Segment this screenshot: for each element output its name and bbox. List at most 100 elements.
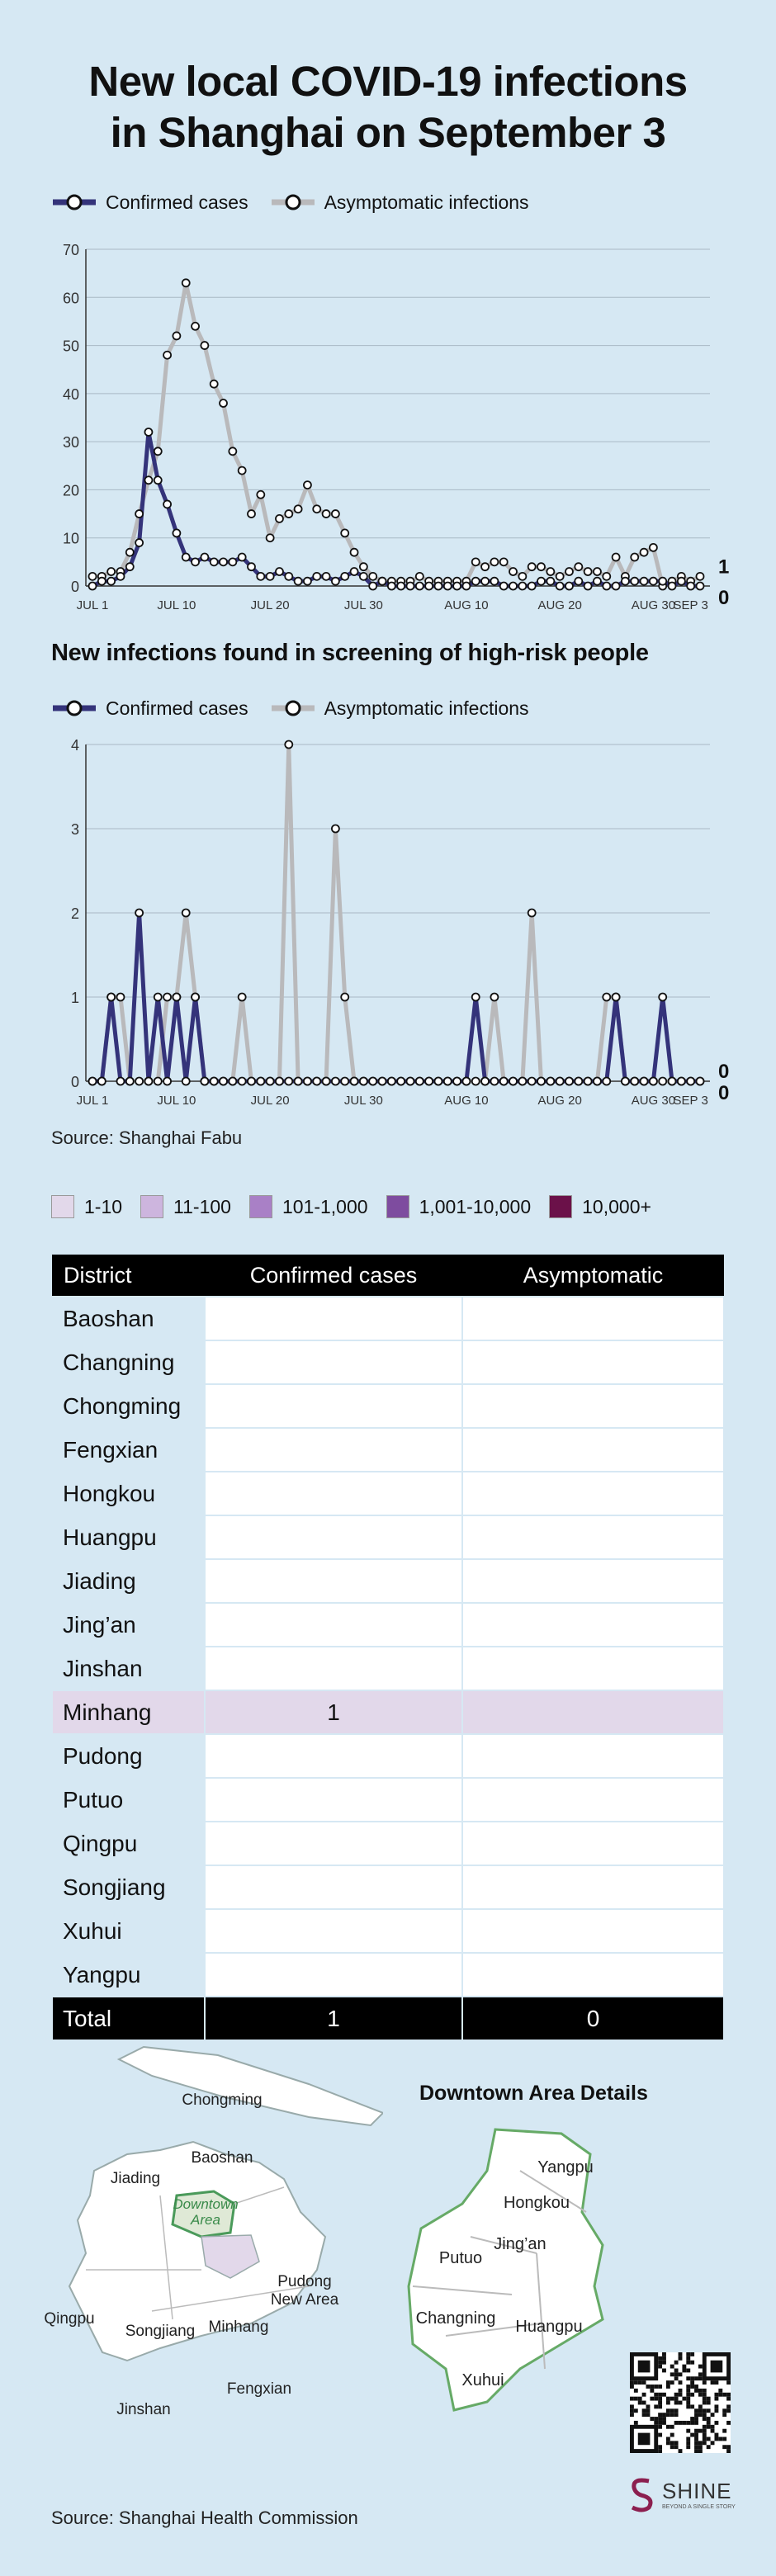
- asymptomatic-count: [461, 1558, 725, 1604]
- qr-module: [698, 2408, 703, 2413]
- asymptomatic-point: [153, 447, 163, 456]
- qr-module: [686, 2437, 691, 2441]
- confirmed-point: [237, 1076, 247, 1086]
- confirmed-point: [163, 1076, 172, 1086]
- table-row: Jing’an: [51, 1602, 725, 1647]
- x-tick-label: JUL 20: [251, 1094, 290, 1108]
- table-row: Jinshan: [51, 1646, 725, 1691]
- qr-module: [646, 2408, 651, 2413]
- y-tick-label: 10: [63, 531, 79, 547]
- confirmed-point: [293, 1076, 303, 1086]
- qr-module: [706, 2420, 711, 2425]
- qr-module: [690, 2432, 695, 2437]
- qr-module: [658, 2404, 663, 2409]
- qr-module: [690, 2360, 695, 2365]
- confirmed-point: [686, 1076, 696, 1086]
- confirmed-point: [490, 576, 499, 586]
- qr-module: [646, 2385, 651, 2389]
- qr-module: [706, 2408, 711, 2413]
- qr-module: [698, 2445, 703, 2450]
- confirmed-point: [639, 1076, 649, 1086]
- asymptomatic-point: [237, 466, 247, 475]
- confirmed-point: [555, 581, 565, 591]
- confirmed-point: [405, 581, 415, 591]
- asymptomatic-point: [256, 489, 266, 499]
- asymptomatic-point: [237, 992, 247, 1002]
- confirmed-point: [330, 1076, 340, 1086]
- asymptomatic-point: [349, 547, 359, 557]
- qr-module: [662, 2417, 666, 2421]
- end-label-asymptomatic: 0: [718, 1061, 729, 1083]
- end-label-confirmed: 0: [718, 587, 729, 609]
- legend2-asymptomatic: Asymptomatic infections: [270, 697, 529, 720]
- qr-module: [674, 2396, 679, 2401]
- qr-module: [665, 2380, 670, 2385]
- qr-module: [674, 2360, 679, 2365]
- asymptomatic-count: [461, 1952, 725, 1997]
- confirmed-point: [284, 1076, 294, 1086]
- confirmed-point: [471, 576, 480, 586]
- asymptomatic-point: [648, 542, 658, 552]
- asymptomatic-point: [527, 562, 537, 572]
- confirmed-point: [303, 576, 312, 586]
- qr-module: [678, 2392, 683, 2397]
- confirmed-point: [219, 1076, 228, 1086]
- qr-module: [702, 2428, 707, 2433]
- scale-item: 101-1,000: [248, 1195, 368, 1218]
- downtown-label: Xuhui: [461, 2371, 504, 2389]
- district-name: Chongming: [51, 1383, 206, 1429]
- qr-module: [658, 2392, 663, 2397]
- qr-module: [694, 2413, 698, 2418]
- qr-module: [702, 2396, 707, 2401]
- shine-logo: SHINE BEYOND A SINGLE STORY: [627, 2476, 736, 2512]
- confirmed-point: [490, 1076, 499, 1086]
- table-row: Hongkou: [51, 1471, 725, 1516]
- qr-module: [694, 2432, 698, 2437]
- qr-finder: [710, 2360, 723, 2373]
- asymptomatic-point: [658, 1076, 668, 1086]
- district-name: Xuhui: [51, 1908, 206, 1954]
- qr-module: [726, 2396, 731, 2401]
- asymptomatic-count: [461, 1908, 725, 1954]
- qr-module: [637, 2396, 642, 2401]
- confirmed-point: [125, 1076, 135, 1086]
- asymptomatic-point: [228, 447, 238, 456]
- y-tick-label: 60: [63, 290, 79, 306]
- qr-module: [650, 2396, 655, 2401]
- confirmed-point: [256, 1076, 266, 1086]
- confirmed-point: [695, 581, 705, 591]
- confirmed-point: [200, 552, 210, 562]
- qr-module: [662, 2368, 666, 2373]
- confirmed-count: [204, 1471, 463, 1516]
- confirmed-point: [593, 576, 602, 586]
- confirmed-point: [116, 571, 125, 581]
- qr-module: [702, 2424, 707, 2429]
- confirmed-count: [204, 1865, 463, 1910]
- qr-module: [670, 2413, 674, 2418]
- confirmed-point: [433, 1076, 443, 1086]
- district-border: [445, 2323, 542, 2337]
- district-name: Huangpu: [51, 1515, 206, 1560]
- qr-module: [686, 2360, 691, 2365]
- qr-module: [714, 2380, 719, 2385]
- total-label: Total: [51, 1996, 206, 2041]
- asymptomatic-point: [537, 562, 546, 572]
- downtown-shape: [171, 2190, 236, 2238]
- qr-module: [678, 2356, 683, 2361]
- qr-module: [678, 2352, 683, 2356]
- qr-module: [686, 2392, 691, 2397]
- qr-module: [690, 2376, 695, 2381]
- y-tick-label: 20: [63, 482, 79, 499]
- qr-code-icon[interactable]: [630, 2352, 731, 2453]
- qr-module: [702, 2392, 707, 2397]
- qr-module: [706, 2445, 711, 2450]
- legend2-asymptomatic-label: Asymptomatic infections: [324, 697, 529, 719]
- asymptomatic-point: [116, 992, 125, 1002]
- qr-module: [641, 2392, 646, 2397]
- confirmed-point: [442, 581, 452, 591]
- qr-module: [706, 2396, 711, 2401]
- qr-module: [646, 2413, 651, 2418]
- table-row: Fengxian: [51, 1427, 725, 1472]
- qr-module: [674, 2420, 679, 2425]
